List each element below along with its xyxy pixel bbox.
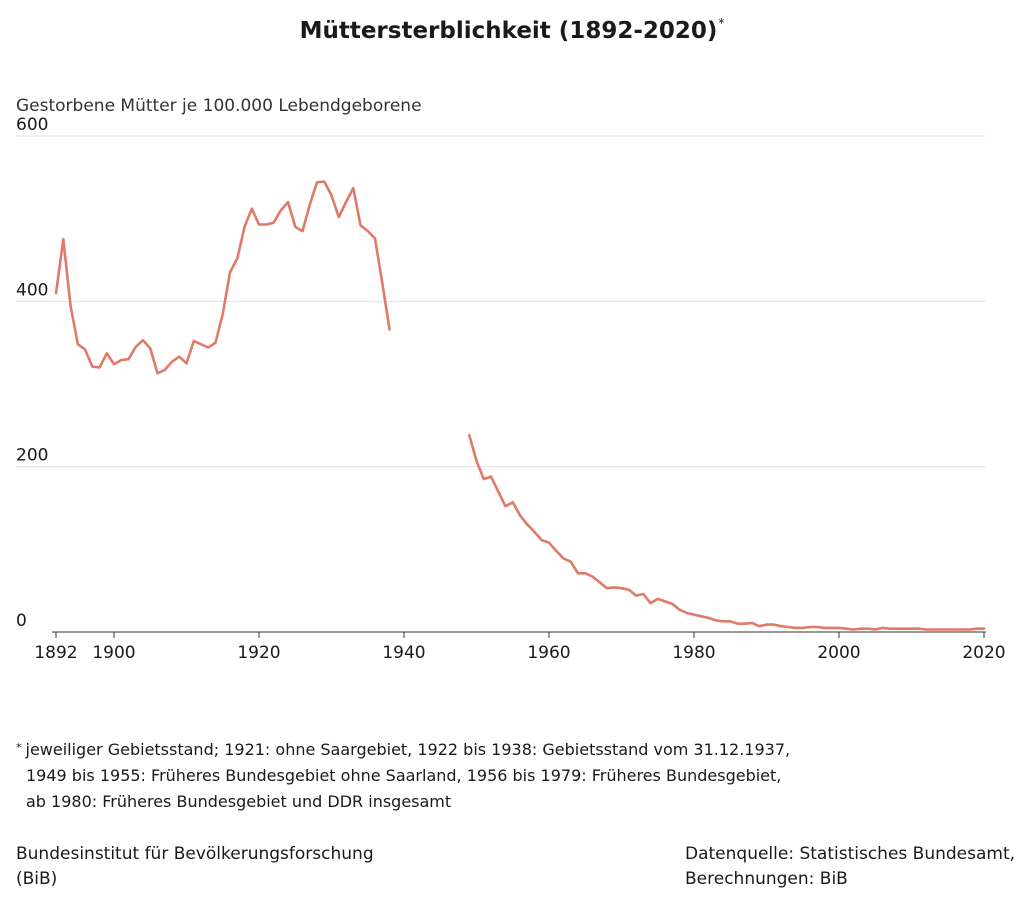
series-line-2 bbox=[467, 433, 986, 631]
title-footnote-marker: * bbox=[718, 16, 725, 30]
x-tick-label-1920: 1920 bbox=[237, 643, 280, 663]
data-source: Datenquelle: Statistisches Bundesamt, Be… bbox=[685, 842, 1015, 892]
footnote: * jeweiliger Gebietsstand; 1921: ohne Saa… bbox=[16, 737, 790, 815]
y-tick-label-0: 0 bbox=[16, 611, 27, 631]
series-layer bbox=[54, 180, 986, 631]
y-tick-label-400: 400 bbox=[16, 280, 48, 300]
x-tick-label-1980: 1980 bbox=[672, 643, 715, 663]
publisher: Bundesinstitut für Bevölkerungsforschung… bbox=[16, 842, 374, 892]
publisher-line-2: (BiB) bbox=[16, 869, 58, 889]
x-tick-label-2000: 2000 bbox=[817, 643, 860, 663]
x-tick-label-1892: 1892 bbox=[34, 643, 77, 663]
y-axis-label: Gestorbene Mütter je 100.000 Lebendgebor… bbox=[16, 96, 422, 116]
x-tick-label-2020: 2020 bbox=[962, 643, 1005, 663]
x-tick-label-1900: 1900 bbox=[92, 643, 135, 663]
footnote-marker: * bbox=[16, 741, 22, 754]
footnote-line-2: 1949 bis 1955: Früheres Bundesgebiet ohn… bbox=[26, 766, 782, 785]
x-tick-label-1960: 1960 bbox=[527, 643, 570, 663]
maternal-mortality-line-chart: 0 200 400 600 1892 1900 1920 1940 1960 1980 2000 20… bbox=[16, 115, 1006, 663]
chart-title: Müttersterblichkeit (1892-2020)* bbox=[299, 16, 725, 44]
y-tick-label-200: 200 bbox=[16, 446, 48, 466]
axis-layer: 0 200 400 600 1892 1900 1920 1940 1960 1980 2000 20… bbox=[16, 115, 1006, 663]
footnote-line-1: * jeweiliger Gebietsstand; 1921: ohne Saa… bbox=[16, 740, 791, 759]
source-line-1: Datenquelle: Statistisches Bundesamt, bbox=[685, 844, 1016, 864]
footnote-line-3: ab 1980: Früheres Bundesgebiet und DDR i… bbox=[26, 792, 452, 811]
grid-layer bbox=[16, 135, 986, 468]
series-line-1 bbox=[54, 180, 391, 375]
x-tick-label-1940: 1940 bbox=[382, 643, 425, 663]
y-tick-label-600: 600 bbox=[16, 115, 48, 135]
publisher-line-1: Bundesinstitut für Bevölkerungsforschung bbox=[16, 844, 374, 864]
source-line-2: Berechnungen: BiB bbox=[685, 869, 848, 889]
